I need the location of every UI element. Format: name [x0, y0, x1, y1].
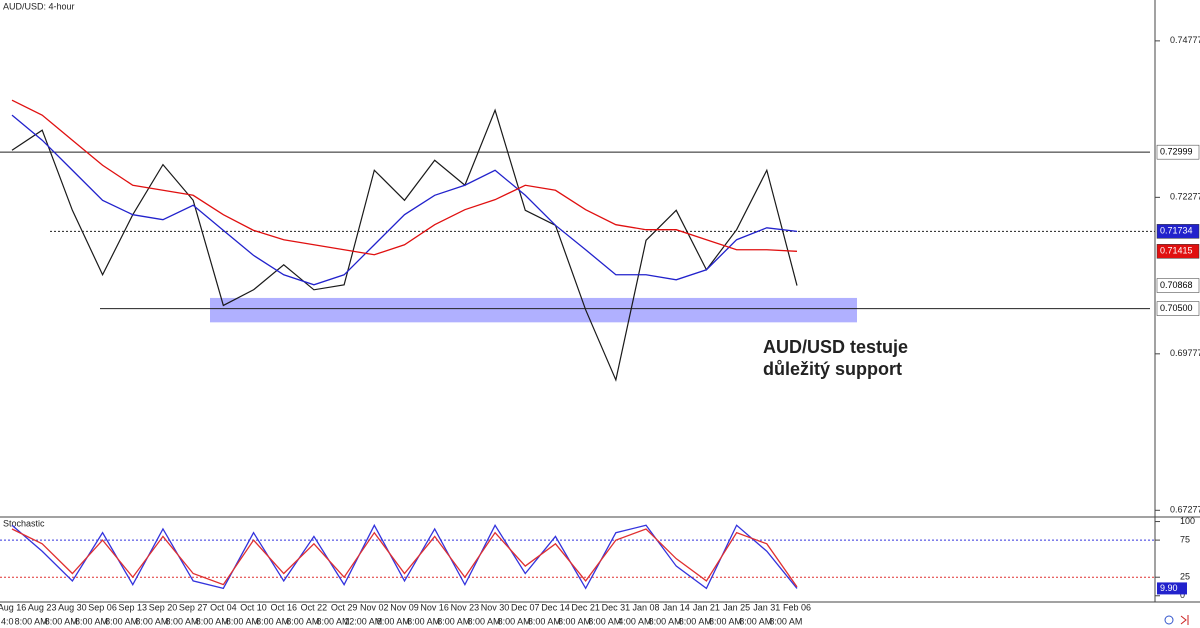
value-tag: 9.90 [1160, 583, 1178, 593]
y-tick-label: 0.67277 [1170, 505, 1200, 515]
x-tick-label: Jan 14 [663, 602, 690, 612]
x-time-label: 8:00 AM [15, 616, 48, 626]
y-tick-label: 25 [1180, 572, 1190, 582]
x-time-label: 8:00 AM [739, 616, 772, 626]
icon[interactable] [1180, 615, 1189, 625]
x-tick-label: Dec 14 [541, 602, 570, 612]
price-tag-box [1156, 278, 1200, 293]
series-line [11, 523, 798, 590]
x-time-label: 8:00 AM [105, 616, 138, 626]
x-time-label: 8:00 AM [437, 616, 470, 626]
x-tick-label: Nov 23 [451, 602, 480, 612]
price-tag: 0.71734 [1160, 226, 1193, 236]
x-time-label: 4:0 [1, 616, 14, 626]
x-time-label: 8:00 AM [377, 616, 410, 626]
y-tick-label: 0.72277 [1170, 192, 1200, 202]
x-time-label: 8:00 AM [75, 616, 108, 626]
y-tick-label: 75 [1180, 534, 1190, 544]
x-tick-label: Oct 16 [270, 602, 297, 612]
x-tick-label: Nov 30 [481, 602, 510, 612]
indicator-title: Stochastic [3, 518, 45, 528]
x-time-label: 8:00 AM [226, 616, 259, 626]
x-tick-label: Sep 06 [88, 602, 117, 612]
y-tick-label: 100 [1180, 516, 1195, 526]
x-time-label: 8:00 AM [498, 616, 531, 626]
x-tick-label: Oct 22 [301, 602, 328, 612]
x-time-label: 8:00 AM [558, 616, 591, 626]
x-tick-label: Feb 06 [783, 602, 811, 612]
value-tag-box [1157, 582, 1187, 595]
x-time-label: 8:00 AM [769, 616, 802, 626]
x-time-label: 8:00 AM [649, 616, 682, 626]
x-tick-label: Oct 04 [210, 602, 237, 612]
x-time-label: 8:00 AM [196, 616, 229, 626]
x-tick-label: Jan 31 [753, 602, 780, 612]
y-tick-label: 0.74777 [1170, 35, 1200, 45]
x-tick-label: Sep 20 [149, 602, 178, 612]
annotation: AUD/USD testuje [763, 337, 908, 357]
x-time-label: 8:00 AM [467, 616, 500, 626]
x-time-label: 8:00 AM [407, 616, 440, 626]
x-tick-label: Jan 08 [633, 602, 660, 612]
x-tick-label: Oct 29 [331, 602, 358, 612]
x-time-label: 8:00 AM [709, 616, 742, 626]
chart-title: AUD/USD: 4-hour [3, 1, 75, 11]
x-time-label: 8:00 AM [679, 616, 712, 626]
x-tick-label: Aug 23 [28, 602, 57, 612]
x-tick-label: Nov 02 [360, 602, 389, 612]
x-time-label: 8:00 AM [286, 616, 319, 626]
x-tick-label: Sep 13 [119, 602, 148, 612]
x-tick-label: Dec 07 [511, 602, 540, 612]
x-time-label: 8:00 AM [317, 616, 350, 626]
price-tag-box [1156, 224, 1200, 239]
price-tag: 0.71415 [1160, 246, 1193, 256]
x-tick-label: Dec 21 [571, 602, 600, 612]
series-line [11, 99, 798, 256]
annotation: důležitý support [763, 359, 902, 379]
x-tick-label: Nov 16 [420, 602, 449, 612]
price-tag: 0.72999 [1160, 147, 1193, 157]
price-tag: 0.70500 [1160, 303, 1193, 313]
x-tick-label: Sep 27 [179, 602, 208, 612]
x-tick-label: Aug 16 [0, 602, 26, 612]
support-zone [210, 297, 857, 323]
x-tick-label: Jan 21 [693, 602, 720, 612]
series-line [11, 108, 798, 382]
series-line [11, 528, 798, 588]
x-tick-label: Oct 10 [240, 602, 267, 612]
x-time-label: 8:00 AM [256, 616, 289, 626]
price-tag-box [1156, 244, 1200, 259]
x-tick-label: Jan 25 [723, 602, 750, 612]
x-time-label: 4:00 AM [618, 616, 651, 626]
x-tick-label: Aug 30 [58, 602, 87, 612]
x-time-label: 8:00 AM [528, 616, 561, 626]
price-tag-box [1156, 144, 1200, 160]
y-tick-label: 0 [1180, 590, 1185, 600]
x-tick-label: Nov 09 [390, 602, 419, 612]
toolbar-icons[interactable] [1164, 615, 1189, 625]
y-tick-label: 0.69777 [1170, 348, 1200, 358]
x-time-label: 8:00 AM [135, 616, 168, 626]
x-time-label: 8:00 AM [166, 616, 199, 626]
series-line [11, 114, 798, 286]
price-tag-box [1156, 301, 1200, 316]
x-time-label: 8:00 AM [45, 616, 78, 626]
icon[interactable] [1164, 615, 1174, 625]
x-tick-label: Dec 31 [602, 602, 631, 612]
price-tag: 0.70868 [1160, 280, 1193, 290]
x-time-label: 8:00 AM [588, 616, 621, 626]
x-time-label: 12:00 AM [344, 616, 382, 626]
